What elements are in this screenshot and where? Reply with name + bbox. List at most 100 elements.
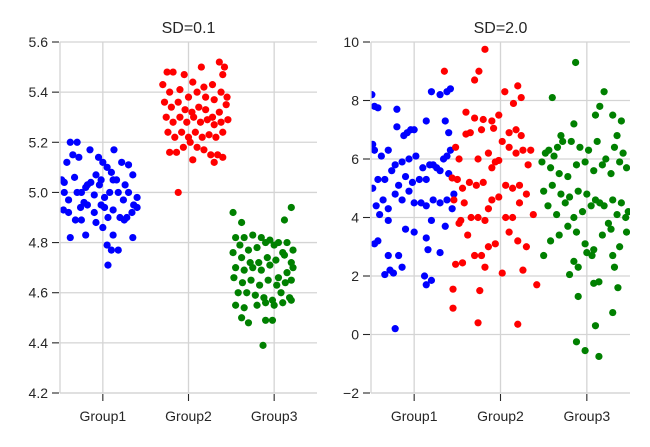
point-group1 bbox=[408, 178, 417, 186]
point-group3 bbox=[279, 299, 287, 307]
point-group3 bbox=[593, 137, 601, 146]
point-group3 bbox=[557, 132, 565, 140]
point-group2 bbox=[217, 118, 225, 126]
point-group3 bbox=[247, 276, 255, 284]
point-group1 bbox=[64, 196, 73, 204]
point-group3 bbox=[610, 263, 619, 271]
point-group2 bbox=[501, 88, 509, 96]
point-group1 bbox=[64, 208, 73, 217]
point-group1 bbox=[450, 190, 458, 198]
point-group3 bbox=[280, 251, 289, 259]
point-group1 bbox=[109, 231, 117, 239]
point-group3 bbox=[613, 132, 621, 140]
axes: −2 0 2 4 6 8 10 Group1 Group2 Group3 bbox=[343, 34, 630, 424]
point-group2 bbox=[514, 237, 522, 245]
point-group2 bbox=[196, 118, 205, 126]
point-group1 bbox=[374, 104, 382, 112]
point-group2 bbox=[475, 67, 483, 75]
point-group1 bbox=[419, 164, 427, 172]
point-group3 bbox=[255, 259, 263, 267]
point-group3 bbox=[249, 231, 257, 239]
point-group3 bbox=[240, 233, 248, 242]
point-group3 bbox=[570, 257, 578, 265]
point-group3 bbox=[249, 264, 257, 272]
point-group3 bbox=[287, 203, 295, 212]
point-group2 bbox=[193, 143, 201, 151]
point-group1 bbox=[73, 188, 81, 197]
point-group3 bbox=[609, 251, 617, 260]
point-group3 bbox=[273, 281, 281, 289]
point-group2 bbox=[174, 188, 182, 197]
point-group1 bbox=[379, 196, 387, 204]
point-group3 bbox=[576, 143, 584, 151]
point-group2 bbox=[466, 129, 474, 137]
point-group2 bbox=[481, 216, 489, 225]
point-group2 bbox=[462, 108, 470, 116]
point-group3 bbox=[570, 120, 578, 128]
point-group2 bbox=[498, 137, 506, 146]
point-group1 bbox=[107, 168, 115, 176]
point-group2 bbox=[522, 243, 531, 251]
point-group3 bbox=[598, 161, 606, 169]
point-group3 bbox=[289, 246, 297, 254]
point-group3 bbox=[613, 210, 621, 219]
point-group2 bbox=[484, 149, 493, 157]
point-group1 bbox=[86, 146, 94, 154]
point-group1 bbox=[374, 237, 382, 245]
point-group1 bbox=[395, 251, 403, 260]
point-group3 bbox=[595, 352, 603, 361]
point-group1 bbox=[441, 222, 449, 230]
point-group3 bbox=[609, 308, 617, 317]
point-group1 bbox=[429, 196, 437, 204]
point-group1 bbox=[384, 146, 392, 154]
point-group2 bbox=[448, 174, 456, 182]
point-group1 bbox=[73, 138, 81, 146]
point-group3 bbox=[287, 276, 295, 284]
point-group1 bbox=[92, 218, 100, 227]
x-tick-label: Group3 bbox=[563, 408, 610, 424]
point-group3 bbox=[574, 187, 582, 195]
point-group3 bbox=[238, 279, 247, 287]
point-group2 bbox=[452, 143, 460, 151]
point-group3 bbox=[262, 316, 270, 324]
panel-title: SD=0.1 bbox=[162, 20, 216, 37]
point-group2 bbox=[222, 101, 230, 109]
point-group1 bbox=[119, 196, 127, 204]
point-group1 bbox=[427, 276, 436, 284]
point-group2 bbox=[205, 131, 213, 139]
point-group3 bbox=[574, 263, 582, 271]
point-group1 bbox=[427, 216, 436, 225]
point-group1 bbox=[70, 173, 79, 181]
point-group3 bbox=[274, 274, 283, 282]
point-group1 bbox=[441, 117, 449, 125]
point-group3 bbox=[236, 241, 244, 249]
point-group3 bbox=[553, 143, 562, 151]
point-group3 bbox=[263, 254, 271, 262]
point-group2 bbox=[495, 156, 503, 165]
point-group2 bbox=[488, 164, 496, 172]
point-group2 bbox=[512, 126, 520, 134]
point-group1 bbox=[410, 228, 418, 236]
point-group1 bbox=[391, 190, 399, 198]
point-group1 bbox=[94, 153, 103, 161]
point-group3 bbox=[622, 164, 630, 172]
point-group2 bbox=[191, 128, 199, 136]
point-group1 bbox=[398, 158, 406, 166]
point-group1 bbox=[371, 146, 379, 154]
point-group2 bbox=[159, 81, 167, 89]
point-group2 bbox=[215, 58, 223, 66]
point-group2 bbox=[215, 108, 223, 116]
point-group2 bbox=[450, 196, 458, 204]
point-group1 bbox=[104, 261, 112, 269]
point-group1 bbox=[71, 216, 80, 224]
point-group3 bbox=[244, 246, 253, 254]
point-group1 bbox=[448, 205, 456, 213]
point-group3 bbox=[572, 161, 581, 169]
point-group3 bbox=[588, 251, 596, 260]
point-group2 bbox=[488, 117, 496, 125]
point-group2 bbox=[167, 103, 175, 111]
point-group3 bbox=[565, 270, 574, 279]
point-group2 bbox=[181, 106, 189, 114]
point-group3 bbox=[550, 152, 558, 160]
